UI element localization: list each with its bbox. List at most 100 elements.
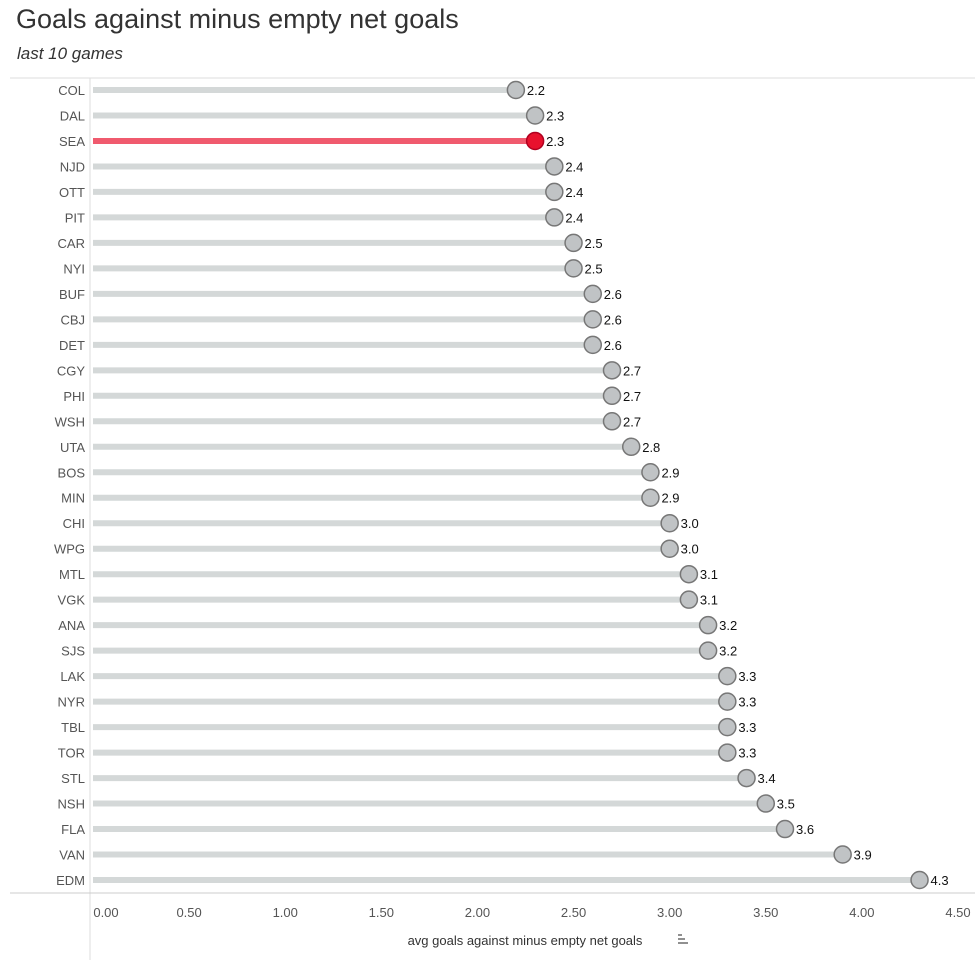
data-label: 2.4 (565, 210, 583, 225)
x-tick-label: 3.00 (657, 905, 682, 920)
lollipop-dot[interactable] (698, 615, 718, 635)
lollipop-dot[interactable] (583, 284, 603, 304)
y-tick-label: OTT (59, 185, 85, 200)
data-label: 3.3 (738, 669, 756, 684)
lollipop-dot[interactable] (833, 845, 852, 864)
lollipop-dot[interactable] (583, 335, 603, 355)
data-label: 3.0 (681, 516, 699, 531)
y-tick-label: VAN (59, 848, 85, 863)
lollipop-dot[interactable] (660, 513, 679, 533)
data-label: 2.6 (604, 338, 622, 353)
lollipop-dot[interactable] (718, 717, 737, 737)
lollipop-dot[interactable] (756, 794, 776, 813)
data-label: 2.5 (585, 261, 603, 276)
y-tick-label: PHI (63, 389, 85, 404)
lollipop-dot[interactable] (545, 157, 564, 176)
data-label: 2.3 (546, 108, 564, 123)
data-label: 2.7 (623, 414, 641, 429)
data-label: 2.7 (623, 389, 641, 404)
y-tick-label: TBL (61, 720, 85, 735)
y-tick-label: LAK (60, 669, 85, 684)
lollipop-dot[interactable] (910, 870, 929, 890)
lollipop-dot[interactable] (641, 488, 660, 507)
x-tick-label: 4.50 (945, 905, 970, 920)
data-label: 2.4 (565, 185, 583, 200)
data-label: 3.4 (758, 771, 776, 786)
data-label: 3.3 (738, 720, 756, 735)
data-label: 2.5 (585, 236, 603, 251)
y-tick-label: NSH (58, 797, 85, 812)
y-tick-label: UTA (60, 440, 85, 455)
data-label: 3.2 (719, 618, 737, 633)
data-label: 2.9 (661, 465, 679, 480)
x-tick-label: 3.50 (753, 905, 778, 920)
y-tick-label: WSH (55, 414, 85, 429)
lollipop-dot[interactable] (660, 539, 679, 558)
y-tick-label: DAL (60, 108, 85, 123)
y-tick-label: SJS (61, 644, 85, 659)
data-label: 3.3 (738, 695, 756, 710)
y-tick-label: CBJ (60, 312, 85, 327)
lollipop-dot[interactable] (564, 233, 583, 253)
y-tick-label: MIN (61, 491, 85, 506)
sort-descending-icon[interactable] (678, 934, 688, 944)
y-tick-label: SEA (59, 134, 85, 149)
x-tick-label: 1.00 (273, 905, 298, 920)
lollipop-dot[interactable] (679, 590, 699, 609)
data-label: 2.6 (604, 287, 622, 302)
y-tick-label: ANA (58, 618, 85, 633)
lollipop-dot[interactable] (641, 463, 660, 482)
lollipop-dot[interactable] (545, 182, 564, 202)
lollipop-dot[interactable] (698, 641, 718, 660)
y-tick-label: EDM (56, 873, 85, 888)
lollipop-dot[interactable] (602, 412, 622, 431)
y-tick-label: BUF (59, 287, 85, 302)
x-tick-label: 2.50 (561, 905, 586, 920)
lollipop-dot[interactable] (506, 80, 526, 100)
x-tick-label: 1.50 (369, 905, 394, 920)
x-tick-label: 4.00 (849, 905, 874, 920)
data-label: 3.0 (681, 542, 699, 557)
y-tick-label: VGK (58, 593, 86, 608)
lollipop-dot[interactable] (545, 208, 564, 227)
data-label: 2.9 (661, 491, 679, 506)
lollipop-dot[interactable] (602, 386, 622, 406)
lollipop-dot[interactable] (525, 131, 545, 151)
data-label: 3.1 (700, 593, 718, 608)
chart-title: Goals against minus empty net goals (16, 4, 459, 34)
y-tick-label: BOS (58, 465, 86, 480)
chart-subtitle: last 10 games (17, 44, 123, 63)
lollipop-dot[interactable] (718, 743, 737, 762)
lollipop-dot[interactable] (737, 768, 756, 788)
lollipop-dot[interactable] (621, 437, 641, 457)
y-tick-label: NYI (63, 261, 85, 276)
lollipop-dot[interactable] (679, 564, 699, 584)
data-label: 3.6 (796, 822, 814, 837)
y-tick-label: NYR (58, 695, 85, 710)
y-tick-label: MTL (59, 567, 85, 582)
data-label: 2.7 (623, 363, 641, 378)
data-label: 3.9 (854, 848, 872, 863)
lollipop-dot[interactable] (718, 666, 737, 686)
data-label: 3.1 (700, 567, 718, 582)
y-tick-label: DET (59, 338, 85, 353)
y-tick-label: COL (58, 83, 85, 98)
x-tick-label: 0.50 (176, 905, 201, 920)
data-label: 2.3 (546, 134, 564, 149)
y-tick-label: CAR (58, 236, 85, 251)
lollipop-dot[interactable] (564, 259, 583, 278)
lollipop-dot[interactable] (583, 310, 603, 329)
y-tick-label: FLA (61, 822, 85, 837)
lollipop-dot[interactable] (775, 819, 795, 839)
lollipop-dot[interactable] (525, 106, 545, 125)
data-label: 2.2 (527, 83, 545, 98)
data-label: 3.2 (719, 644, 737, 659)
data-label: 3.5 (777, 797, 795, 812)
lollipop-dot[interactable] (718, 692, 737, 711)
y-tick-label: CHI (63, 516, 85, 531)
y-tick-label: WPG (54, 542, 85, 557)
lollipop-dot[interactable] (602, 361, 622, 380)
data-label: 3.3 (738, 746, 756, 761)
x-tick-label: 0.00 (93, 905, 118, 920)
